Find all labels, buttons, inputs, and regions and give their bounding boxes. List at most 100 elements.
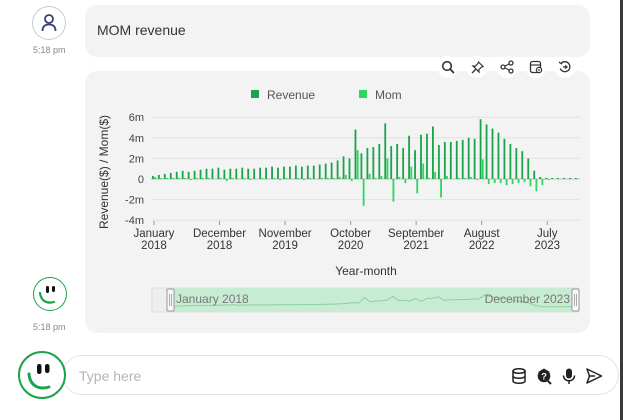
legend-swatch-revenue: [251, 90, 259, 98]
revenue-bar: [300, 166, 303, 179]
help-icon[interactable]: ?: [535, 367, 553, 385]
revenue-bar: [187, 171, 190, 179]
mom-bar: [398, 176, 401, 179]
revenue-bar: [408, 135, 410, 179]
revenue-bar: [443, 141, 446, 179]
mom-bar: [529, 179, 532, 187]
mom-bar: [297, 177, 299, 179]
revenue-bar: [324, 163, 327, 179]
y-axis-title: Revenue($) / Mom($): [97, 115, 111, 229]
mom-bar: [219, 177, 222, 179]
revenue-bar: [181, 170, 184, 179]
revenue-bar: [414, 150, 416, 179]
mom-bar: [517, 179, 520, 184]
y-tick-label: 4m: [129, 133, 144, 145]
database-icon[interactable]: [510, 367, 528, 385]
send-icon[interactable]: [585, 367, 603, 385]
revenue-bar: [211, 168, 214, 179]
revenue-bar: [259, 167, 262, 179]
revenue-bar: [575, 177, 577, 179]
history-button[interactable]: [554, 56, 576, 78]
x-tick-label: September: [388, 228, 444, 240]
revenue-bar: [557, 177, 559, 179]
mom-bar: [410, 166, 413, 179]
x-tick-label: 2018: [141, 240, 167, 252]
revenue-bar: [157, 174, 160, 179]
mom-bar: [326, 177, 329, 179]
pin-button[interactable]: [466, 56, 488, 78]
revenue-bar: [449, 141, 452, 179]
mom-bar: [189, 179, 192, 181]
revenue-bar: [372, 147, 375, 179]
range-slider-selection: [171, 288, 575, 312]
chart-legend: Revenue Mom: [251, 88, 402, 102]
mom-bar: [434, 171, 437, 179]
revenue-bar: [277, 167, 279, 179]
revenue-bar: [247, 168, 250, 179]
svg-text:?: ?: [541, 372, 547, 383]
revenue-bar: [306, 165, 309, 179]
revenue-bar: [271, 166, 273, 179]
history-icon: [558, 61, 571, 73]
share-button[interactable]: [496, 56, 518, 78]
revenue-bar: [455, 140, 458, 179]
mom-bar: [386, 158, 389, 179]
mom-bar: [416, 179, 419, 194]
mom-bar: [154, 176, 156, 179]
revenue-bar: [426, 133, 428, 179]
revenue-bar: [366, 148, 369, 179]
revenue-bar: [193, 170, 196, 179]
range-slider-handle-right[interactable]: [571, 288, 580, 312]
revenue-bar: [461, 139, 464, 179]
revenue-bar: [342, 156, 345, 179]
mom-bar: [404, 179, 407, 184]
mom-bar: [207, 177, 210, 179]
revenue-bar: [563, 177, 565, 179]
mom-bar: [172, 177, 174, 179]
message-input[interactable]: [77, 365, 481, 387]
revenue-bar: [378, 143, 381, 179]
mom-bar: [273, 177, 276, 179]
revenue-bar: [479, 119, 482, 179]
x-tick-label: 2023: [534, 240, 560, 252]
mom-bar: [392, 179, 395, 202]
revenue-bar: [503, 138, 506, 179]
assistant-face-icon: [27, 364, 51, 390]
revenue-bar: [437, 145, 440, 179]
revenue-bar: [515, 148, 518, 179]
range-slider-preview-line: [170, 294, 575, 308]
range-slider-handle-left[interactable]: [166, 288, 175, 312]
bot-avatar: [33, 277, 67, 311]
revenue-bar: [467, 137, 470, 179]
revenue-bar: [223, 169, 226, 179]
x-axis-title: Year-month: [335, 264, 397, 278]
revenue-bar: [312, 165, 315, 179]
chat-input-bar: ?: [62, 355, 619, 395]
mom-bar: [195, 177, 198, 179]
mom-bar: [380, 175, 383, 179]
mom-bar: [446, 175, 448, 179]
bot-message-time: 5:18 pm: [33, 322, 66, 332]
y-tick-label: 0: [138, 174, 144, 186]
range-slider[interactable]: January 2018 December 2023: [151, 287, 580, 313]
mom-bar: [493, 179, 496, 184]
y-tick-label: 2m: [129, 153, 144, 165]
mom-bar: [178, 177, 180, 179]
chart-bars: [151, 119, 577, 206]
x-tick-label: January: [134, 228, 175, 240]
revenue-bar: [485, 124, 488, 179]
revenue-bar: [539, 176, 542, 179]
revenue-bar: [348, 158, 351, 179]
revenue-bar: [420, 134, 422, 179]
revenue-bar: [497, 132, 500, 179]
search-icon: [441, 60, 455, 74]
legend-label-revenue: Revenue: [267, 88, 315, 102]
revenue-bar: [360, 153, 363, 179]
mom-bar: [309, 177, 311, 179]
x-tick-label: October: [330, 228, 371, 240]
database-settings-button[interactable]: [525, 56, 547, 78]
microphone-icon[interactable]: [560, 367, 578, 385]
revenue-bar: [533, 170, 536, 179]
mom-bar: [368, 173, 371, 179]
search-button[interactable]: [437, 56, 459, 78]
